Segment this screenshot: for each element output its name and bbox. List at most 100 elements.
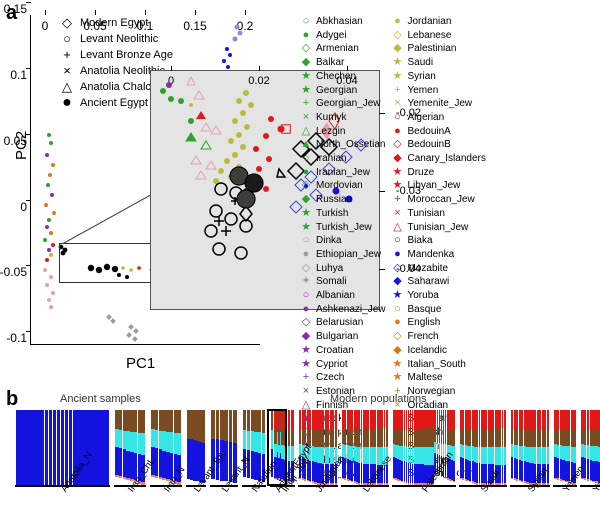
russian-icon: ◆: [300, 193, 312, 207]
legend-somali: Somali: [316, 275, 347, 289]
legend-moroccan-jew: Moroccan_Jew: [407, 193, 474, 207]
lezgin-icon: △: [300, 125, 312, 139]
ancient-bar-group-Anatolia_N: [15, 410, 110, 485]
turkish-jew-icon: ★: [300, 221, 312, 235]
ancient-samples-title: Ancient samples: [60, 393, 141, 405]
north-ossetian-icon: ▲: [300, 138, 312, 152]
legend-syrian: Syrian: [407, 70, 435, 84]
anatolia-chalcolithic-icon: △: [60, 79, 74, 95]
y-tick-0.15: 0.15: [0, 2, 27, 16]
saharawi-icon: ◆: [391, 275, 403, 289]
dinka-icon: ○: [300, 234, 312, 248]
syrian-icon: ★: [391, 70, 403, 84]
legend-italian-south: Italian_South: [407, 358, 465, 372]
legend-north-ossetian: North_Ossetian: [316, 138, 385, 152]
croatian-icon: ★: [300, 344, 312, 358]
mandenka-icon: ●: [391, 248, 403, 262]
legend-label-modern-egypt: Modern Egypt: [80, 15, 148, 31]
druze-icon: ★: [391, 166, 403, 180]
legend-saharawi: Saharawi: [407, 275, 449, 289]
legend-bedouina: BedouinA: [407, 125, 450, 139]
bedouinb-icon: ◇: [391, 138, 403, 152]
y-tick--0.10: -0.1: [0, 331, 27, 345]
legend-saudi: Saudi: [407, 56, 433, 70]
yemenite-jew-icon: ×: [391, 97, 403, 111]
legend-georgian: Georgian: [316, 84, 357, 98]
modern-populations-title: Modern populations: [330, 393, 427, 405]
x-tick-0: 0: [42, 19, 49, 33]
legend-iranian: Iranian: [316, 152, 347, 166]
y-tick--0.05: -0.05: [0, 265, 27, 279]
mordovian-icon: ◇: [300, 179, 312, 193]
legend-druze: Druze: [407, 166, 434, 180]
tunisian-jew-icon: △: [391, 221, 403, 235]
palestinian-icon: ◆: [391, 42, 403, 56]
modern-egypt-icon: ◇: [60, 15, 74, 31]
moroccan-jew-icon: +: [391, 193, 403, 207]
legend-czech: Czech: [316, 371, 344, 385]
legend-iranian-jew: Iranian_Jew: [316, 166, 370, 180]
icelandic-icon: ◆: [391, 344, 403, 358]
legend-yemen: Yemen: [407, 84, 438, 98]
mozabite-icon: ◇: [391, 262, 403, 276]
legend-albanian: Albanian: [316, 289, 355, 303]
modern-bar-group-Palestinian: [392, 410, 456, 485]
legend-turkish: Turkish: [316, 207, 348, 221]
legend-maltese: Maltese: [407, 371, 442, 385]
legend-kumyk: Kumyk: [316, 111, 347, 125]
albanian-icon: ○: [300, 289, 312, 303]
legend-luhya: Luhya: [316, 262, 343, 276]
legend-bedouinb: BedouinB: [407, 138, 450, 152]
levant-neolithic-icon: ○: [60, 31, 74, 47]
armenian-icon: ◇: [300, 42, 312, 56]
ashkenazi-jew-icon: ●: [300, 303, 312, 317]
legend-turkish-jew: Turkish_Jew: [316, 221, 372, 235]
y-tick-0: 0: [0, 200, 27, 214]
legend-jordanian: Jordanian: [407, 15, 451, 29]
legend-icelandic: Icelandic: [407, 344, 446, 358]
saudi-icon: ★: [391, 56, 403, 70]
biaka-icon: ○: [391, 234, 403, 248]
ancient-egypt-icon: ●: [60, 95, 74, 111]
jordanian-icon: ●: [391, 15, 403, 29]
iranian-jew-icon: ●: [300, 166, 312, 180]
legend-libyan-jew: Libyan_Jew: [407, 179, 460, 193]
panel-b-label: b: [6, 388, 18, 411]
abkhasian-icon: ○: [300, 15, 312, 29]
inset-source-box: [59, 243, 151, 283]
legend-label-levant-bronze-age: Levant Bronze Age: [80, 47, 173, 63]
legend-yoruba: Yoruba: [407, 289, 438, 303]
legend-dinka: Dinka: [316, 234, 342, 248]
georgian-jew-icon: +: [300, 97, 312, 111]
levant-bronze-age-icon: +: [60, 47, 74, 63]
iranian-icon: ○: [300, 152, 312, 166]
somali-icon: ✦: [300, 275, 312, 289]
legend-mozabite: Mozabite: [407, 262, 448, 276]
canary-islanders-icon: ◆: [391, 152, 403, 166]
english-icon: ●: [391, 316, 403, 330]
legend-tunisian: Tunisian: [407, 207, 444, 221]
legend-balkar: Balkar: [316, 56, 344, 70]
legend-cypriot: Cypriot: [316, 358, 348, 372]
georgian-icon: ★: [300, 84, 312, 98]
tunisian-icon: ×: [391, 207, 403, 221]
modern-individual-bar: [386, 410, 388, 485]
legend-lebanese: Lebanese: [407, 29, 451, 43]
chechen-icon: ★: [300, 70, 312, 84]
cypriot-icon: ★: [300, 358, 312, 372]
belarusian-icon: ◇: [300, 316, 312, 330]
legend-croatian: Croatian: [316, 344, 354, 358]
legend-armenian: Armenian: [316, 42, 359, 56]
admixture-panel: b Ancient samples Modern populations Ana…: [0, 390, 600, 531]
legend-abkhasian: Abkhasian: [316, 15, 363, 29]
pc2-axis-label: PC2: [13, 131, 30, 160]
yoruba-icon: ★: [391, 289, 403, 303]
pc1-axis-label: PC1: [126, 355, 155, 372]
anatolia-neolithic-icon: ×: [60, 63, 74, 79]
legend-mordovian: Mordovian: [316, 179, 363, 193]
basque-icon: ○: [391, 303, 403, 317]
legend-canary-islanders: Canary_Islanders: [407, 152, 485, 166]
french-icon: ◇: [391, 330, 403, 344]
ethiopian-jew-icon: ●: [300, 248, 312, 262]
legend-biaka: Biaka: [407, 234, 432, 248]
